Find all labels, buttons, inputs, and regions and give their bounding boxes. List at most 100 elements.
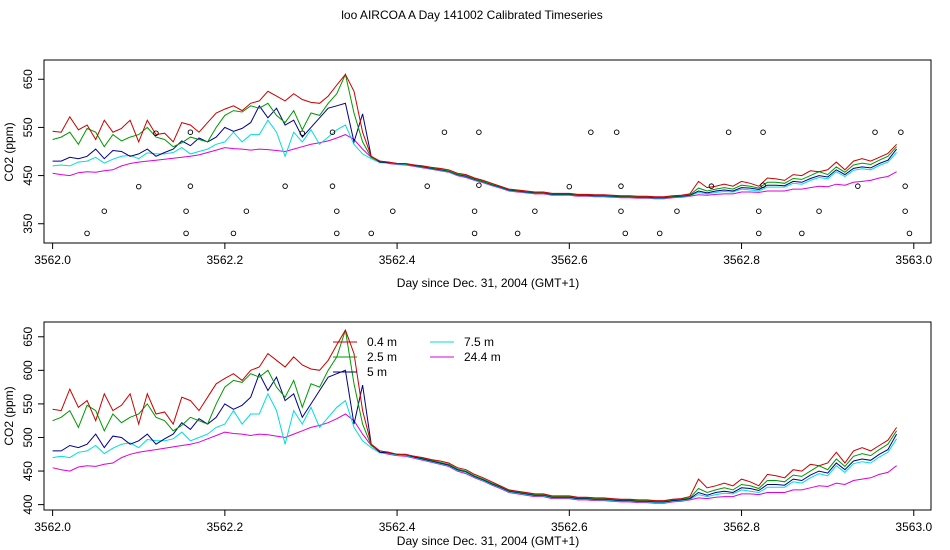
top-x-axis: 3562.0 3562.2 3562.4 3562.6 3562.8 3563.0	[34, 243, 932, 267]
calibration-point	[329, 183, 336, 189]
calibration-point	[441, 129, 448, 135]
bottom-x-axis-label: Day since Dec. 31, 2004 (GMT+1)	[397, 534, 579, 548]
calibration-point	[424, 183, 430, 189]
calibration-point	[906, 230, 913, 237]
calibration-point	[368, 230, 374, 237]
calibration-point	[514, 230, 521, 237]
x-tick-label: 3562.8	[723, 520, 760, 534]
y-tick-label: 550	[21, 394, 35, 414]
calibration-point	[756, 230, 762, 237]
legend-label: 5 m	[367, 365, 387, 379]
bottom-y-axis-label: CO2 (ppm)	[2, 386, 16, 445]
top-panel: 3562.0 3562.2 3562.4 3562.6 3562.8 3563.0 350…	[2, 59, 932, 290]
bottom-series-lines	[52, 328, 898, 504]
calibration-point	[334, 230, 340, 237]
calibration-point	[855, 183, 861, 189]
calibration-point	[390, 208, 396, 214]
calibration-point	[816, 208, 822, 214]
calibration-point	[282, 183, 288, 189]
calibration-point	[84, 230, 90, 237]
calibration-point	[476, 129, 482, 135]
y-tick-label: 550	[21, 117, 35, 137]
calibration-point	[299, 130, 306, 136]
y-tick-label: 500	[21, 427, 35, 447]
legend-label: 2.5 m	[367, 350, 397, 364]
calibration-point	[230, 230, 237, 237]
calibration-point	[898, 129, 904, 135]
calibration-point	[613, 129, 620, 135]
top-plot-frame	[43, 59, 932, 244]
calibration-point	[902, 208, 908, 214]
figure-title: loo AIRCOA A Day 141002 Calibrated Times…	[341, 8, 602, 22]
x-tick-label: 3562.6	[551, 520, 588, 534]
y-tick-label: 400	[21, 494, 35, 514]
top-scatter-points	[84, 129, 913, 237]
x-tick-label: 3563.0	[895, 520, 932, 534]
bottom-panel: 3562.0 3562.2 3562.4 3562.6 3562.8 3563.0 400…	[2, 321, 932, 548]
top-y-axis-label: CO2 (ppm)	[2, 122, 16, 181]
bottom-plot-frame	[43, 321, 932, 511]
calibration-point	[618, 208, 624, 214]
calibration-point	[183, 208, 189, 214]
y-tick-label: 450	[21, 165, 35, 185]
calibration-point	[708, 183, 715, 189]
calibration-point	[243, 208, 250, 214]
calibration-point	[622, 230, 629, 237]
calibration-point	[471, 230, 478, 237]
calibration-point	[566, 183, 573, 190]
x-tick-label: 3562.8	[723, 253, 760, 267]
top-series-lines	[52, 72, 897, 200]
series-line-2-5-mm	[52, 72, 897, 198]
y-tick-label: 650	[21, 326, 35, 346]
x-tick-label: 3562.4	[379, 253, 416, 267]
legend-label: 0.4 m	[367, 335, 397, 349]
calibration-point	[334, 208, 340, 214]
calibration-point	[153, 130, 159, 136]
x-tick-label: 3562.4	[379, 520, 416, 534]
y-tick-label: 450	[21, 461, 35, 481]
series-line-0-4-mm	[52, 73, 897, 198]
calibration-point	[135, 183, 142, 190]
bottom-legend: 0.4 m2.5 m5 m 7.5 m24.4 m	[333, 335, 501, 379]
calibration-point	[618, 183, 624, 189]
calibration-point	[872, 129, 878, 135]
bottom-x-axis: 3562.0 3562.2 3562.4 3562.6 3562.8 3563.0	[34, 510, 932, 534]
calibration-point	[725, 129, 732, 135]
series-line-5-mm	[52, 369, 898, 503]
series-line-5-mm	[52, 102, 897, 199]
series-line-24-4-mm	[52, 413, 897, 504]
x-tick-label: 3562.6	[551, 253, 588, 267]
calibration-point	[329, 129, 336, 135]
calibration-point	[588, 129, 594, 135]
legend-label: 24.4 m	[464, 350, 501, 364]
calibration-point	[101, 208, 108, 214]
calibration-point	[760, 182, 766, 188]
legend-label: 7.5 m	[464, 335, 494, 349]
calibration-point	[902, 183, 908, 189]
series-line-7-5-mm	[52, 119, 897, 199]
y-tick-label: 350	[21, 213, 35, 233]
y-tick-label: 650	[21, 69, 35, 89]
bottom-y-axis: 400 450 500 550 600 650	[21, 326, 44, 515]
series-line-7-5-mm	[52, 392, 898, 504]
top-y-axis: 350 450 550 650	[21, 69, 44, 234]
calibration-point	[187, 183, 194, 189]
x-tick-label: 3563.0	[895, 253, 932, 267]
calibration-point	[532, 208, 538, 214]
x-tick-label: 3562.0	[34, 520, 71, 534]
x-tick-label: 3562.0	[34, 253, 71, 267]
calibration-point	[183, 230, 189, 237]
calibration-point	[656, 230, 663, 237]
calibration-point	[187, 129, 194, 135]
y-tick-label: 600	[21, 360, 35, 380]
series-line-2-5-mm	[52, 329, 898, 502]
calibration-point	[476, 182, 482, 188]
series-line-0-4-mm	[52, 328, 898, 502]
calibration-point	[799, 230, 805, 237]
calibration-point	[760, 129, 766, 135]
x-tick-label: 3562.2	[206, 520, 243, 534]
calibration-point	[471, 208, 478, 214]
x-tick-label: 3562.2	[206, 253, 243, 267]
calibration-point	[674, 208, 680, 214]
